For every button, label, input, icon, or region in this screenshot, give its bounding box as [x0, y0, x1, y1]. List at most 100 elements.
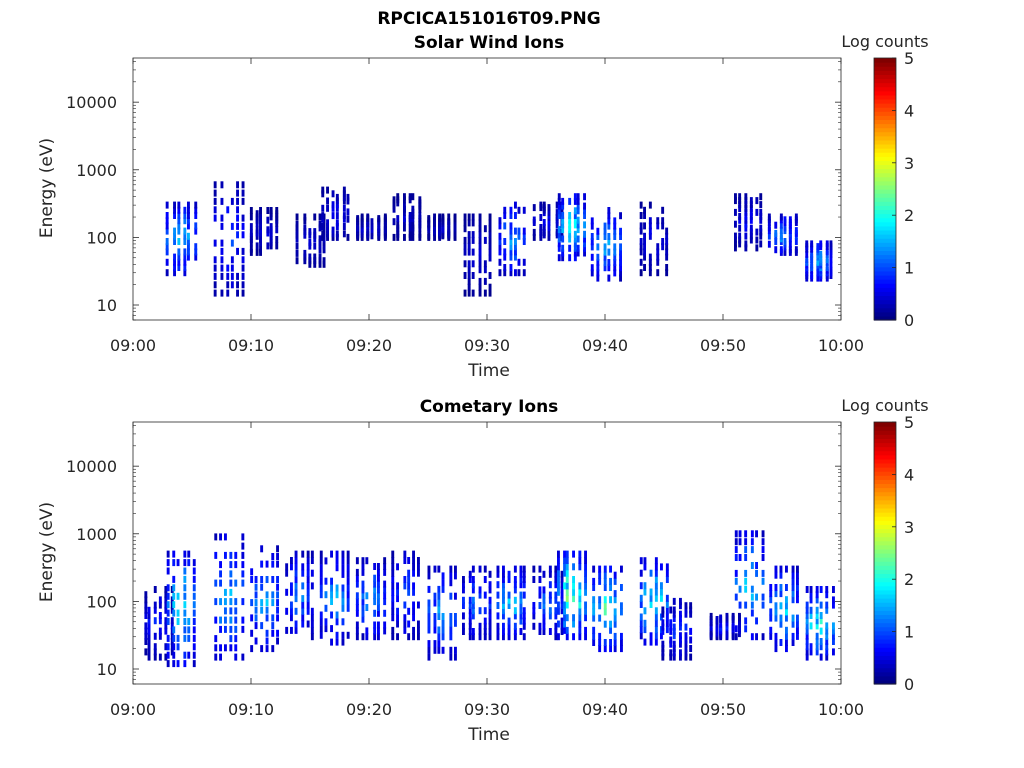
heatmap-cell [767, 240, 771, 248]
solar-wind-axes: 09:00 09:10 09:20 09:30 09:40 09:50 10:0010100… [66, 57, 864, 355]
heatmap-cell [603, 620, 607, 628]
heatmap-cell [250, 629, 254, 637]
heatmap-cell [220, 289, 224, 297]
heatmap-cell [785, 614, 788, 622]
colorbar-segment [874, 438, 896, 444]
heatmap-cell [172, 643, 176, 651]
colorbar-segment [874, 606, 896, 611]
heatmap-cell [783, 216, 787, 224]
solar-wind-title: Solar Wind Ions [414, 33, 565, 53]
heatmap-cell [192, 601, 196, 609]
heatmap-cell [779, 246, 783, 254]
heatmap-cell [319, 631, 323, 639]
cometary-ylabel: Energy (eV) [37, 502, 57, 602]
heatmap-cell [478, 231, 482, 239]
heatmap-cell [613, 248, 617, 256]
heatmap-cell [548, 591, 552, 599]
heatmap-cell [654, 576, 658, 583]
heatmap-cell [377, 586, 380, 594]
heatmap-cell [276, 614, 279, 622]
heatmap-cell [503, 248, 507, 256]
heatmap-cell [648, 253, 652, 261]
heatmap-cell [563, 550, 566, 558]
heatmap-cell [176, 660, 180, 668]
heatmap-cell [177, 227, 181, 235]
heatmap-cell [166, 643, 170, 651]
heatmap-cell [607, 217, 611, 225]
heatmap-cell [796, 590, 799, 598]
heatmap-cell [613, 645, 617, 653]
heatmap-cell [166, 567, 170, 575]
heatmap-cell [265, 606, 269, 614]
x-tick-label: 09:10 [228, 336, 274, 355]
heatmap-cell [513, 586, 517, 594]
heatmap-cell [555, 214, 559, 221]
heatmap-cell [418, 196, 422, 204]
heatmap-cell [498, 238, 502, 245]
heatmap-cell [285, 607, 289, 615]
heatmap-cell [576, 249, 580, 257]
colorbar-segment [874, 634, 896, 640]
heatmap-cell [744, 224, 748, 232]
heatmap-cell [331, 233, 335, 241]
heatmap-cell [250, 645, 254, 653]
heatmap-cell [236, 231, 239, 239]
colorbar-tick-label: 4 [904, 101, 914, 120]
heatmap-cell [172, 660, 176, 668]
heatmap-cell [744, 569, 748, 577]
heatmap-cell [294, 588, 298, 596]
heatmap-cell [734, 625, 738, 633]
heatmap-cell [507, 602, 511, 609]
heatmap-cell [665, 613, 669, 621]
heatmap-cell [192, 626, 196, 634]
x-tick-label: 09:20 [346, 700, 392, 719]
heatmap-cell [522, 258, 526, 266]
heatmap-cell [607, 274, 611, 282]
heatmap-cell [654, 632, 658, 640]
heatmap-cell [810, 250, 814, 258]
heatmap-cell [769, 608, 773, 616]
heatmap-cell [779, 614, 783, 622]
heatmap-cell [341, 598, 345, 605]
colorbar-tick-label: 3 [904, 154, 914, 173]
heatmap-cell [661, 649, 665, 657]
heatmap-cell [192, 651, 196, 659]
heatmap-cell [738, 201, 742, 209]
heatmap-cell [318, 253, 322, 261]
heatmap-cell [391, 595, 395, 603]
colorbar-segment [874, 131, 896, 137]
heatmap-cell [503, 212, 507, 219]
heatmap-cell [187, 238, 190, 245]
heatmap-cell [478, 225, 482, 233]
heatmap-cell [166, 618, 170, 625]
heatmap-cell [383, 586, 387, 594]
heatmap-cell [761, 569, 765, 577]
heatmap-cell [396, 607, 399, 615]
heatmap-cell [519, 576, 523, 583]
heatmap-cell [324, 591, 328, 599]
heatmap-cell [373, 627, 377, 635]
heatmap-cell [467, 289, 471, 297]
heatmap-cell [522, 581, 526, 589]
heatmap-cell [513, 628, 517, 635]
heatmap-cell [172, 550, 176, 558]
heatmap-cell [165, 238, 169, 245]
heatmap-cell [241, 247, 245, 255]
heatmap-cell [285, 569, 289, 577]
heatmap-cell [255, 248, 259, 256]
heatmap-cell [639, 227, 643, 235]
heatmap-cell [519, 617, 523, 625]
colorbar-segment [874, 74, 896, 80]
heatmap-cell [265, 614, 269, 622]
heatmap-cell [172, 584, 176, 592]
heatmap-cell [554, 622, 558, 630]
heatmap-cell [542, 219, 546, 226]
heatmap-cell [226, 264, 230, 272]
colorbar-segment [874, 667, 896, 673]
heatmap-cell [310, 626, 314, 634]
colorbar-segment [874, 671, 896, 677]
heatmap-cell [565, 595, 569, 603]
heatmap-cell [234, 616, 238, 624]
heatmap-cell [649, 638, 653, 646]
heatmap-cell [689, 645, 693, 652]
